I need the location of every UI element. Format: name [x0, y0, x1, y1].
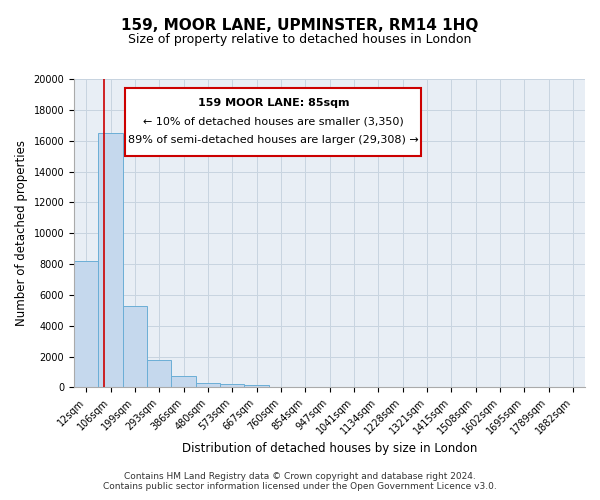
Bar — [122, 306, 147, 388]
Text: Size of property relative to detached houses in London: Size of property relative to detached ho… — [128, 32, 472, 46]
Text: ← 10% of detached houses are smaller (3,350): ← 10% of detached houses are smaller (3,… — [143, 116, 404, 126]
Bar — [220, 384, 244, 388]
Bar — [98, 133, 122, 388]
Text: Contains HM Land Registry data © Crown copyright and database right 2024.: Contains HM Land Registry data © Crown c… — [124, 472, 476, 481]
Bar — [74, 261, 98, 388]
Text: 89% of semi-detached houses are larger (29,308) →: 89% of semi-detached houses are larger (… — [128, 134, 419, 144]
Text: 159 MOOR LANE: 85sqm: 159 MOOR LANE: 85sqm — [197, 98, 349, 108]
Bar — [196, 383, 220, 388]
Bar — [244, 386, 269, 388]
X-axis label: Distribution of detached houses by size in London: Distribution of detached houses by size … — [182, 442, 477, 455]
FancyBboxPatch shape — [125, 88, 421, 156]
Bar — [147, 360, 172, 388]
Text: Contains public sector information licensed under the Open Government Licence v3: Contains public sector information licen… — [103, 482, 497, 491]
Y-axis label: Number of detached properties: Number of detached properties — [15, 140, 28, 326]
Bar — [172, 376, 196, 388]
Text: 159, MOOR LANE, UPMINSTER, RM14 1HQ: 159, MOOR LANE, UPMINSTER, RM14 1HQ — [121, 18, 479, 32]
